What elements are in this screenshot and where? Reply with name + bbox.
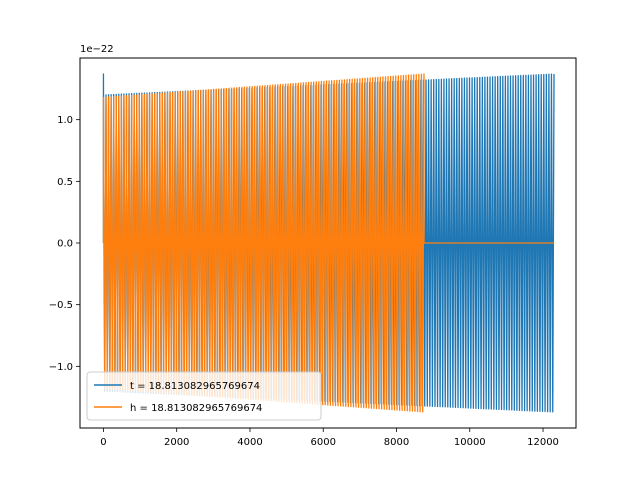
series-layer (102, 73, 555, 413)
y-tick-label: −0.5 (49, 300, 73, 311)
series-line-h (102, 73, 555, 413)
y-tick-label: −1.0 (49, 362, 73, 373)
x-tick-label: 12000 (527, 437, 559, 448)
x-axis: 0 2000 4000 6000 8000 10000 12000 (100, 428, 559, 448)
y-tick-label: 0.0 (57, 239, 73, 250)
x-tick-label: 0 (100, 437, 106, 448)
legend-label-h: h = 18.813082965769674 (130, 403, 262, 414)
x-tick-label: 4000 (237, 437, 262, 448)
legend: t = 18.813082965769674 h = 18.8130829657… (86, 371, 322, 421)
x-tick-label: 6000 (311, 437, 336, 448)
legend-label-t: t = 18.813082965769674 (130, 381, 260, 392)
x-tick-label: 10000 (454, 437, 486, 448)
y-offset-label: 1e−22 (80, 44, 114, 55)
y-tick-label: 0.5 (57, 177, 73, 188)
y-axis: −1.0 −0.5 0.0 0.5 1.0 (49, 115, 80, 373)
x-tick-label: 8000 (384, 437, 409, 448)
legend-box (86, 371, 322, 421)
y-tick-label: 1.0 (57, 115, 73, 126)
x-tick-label: 2000 (164, 437, 189, 448)
